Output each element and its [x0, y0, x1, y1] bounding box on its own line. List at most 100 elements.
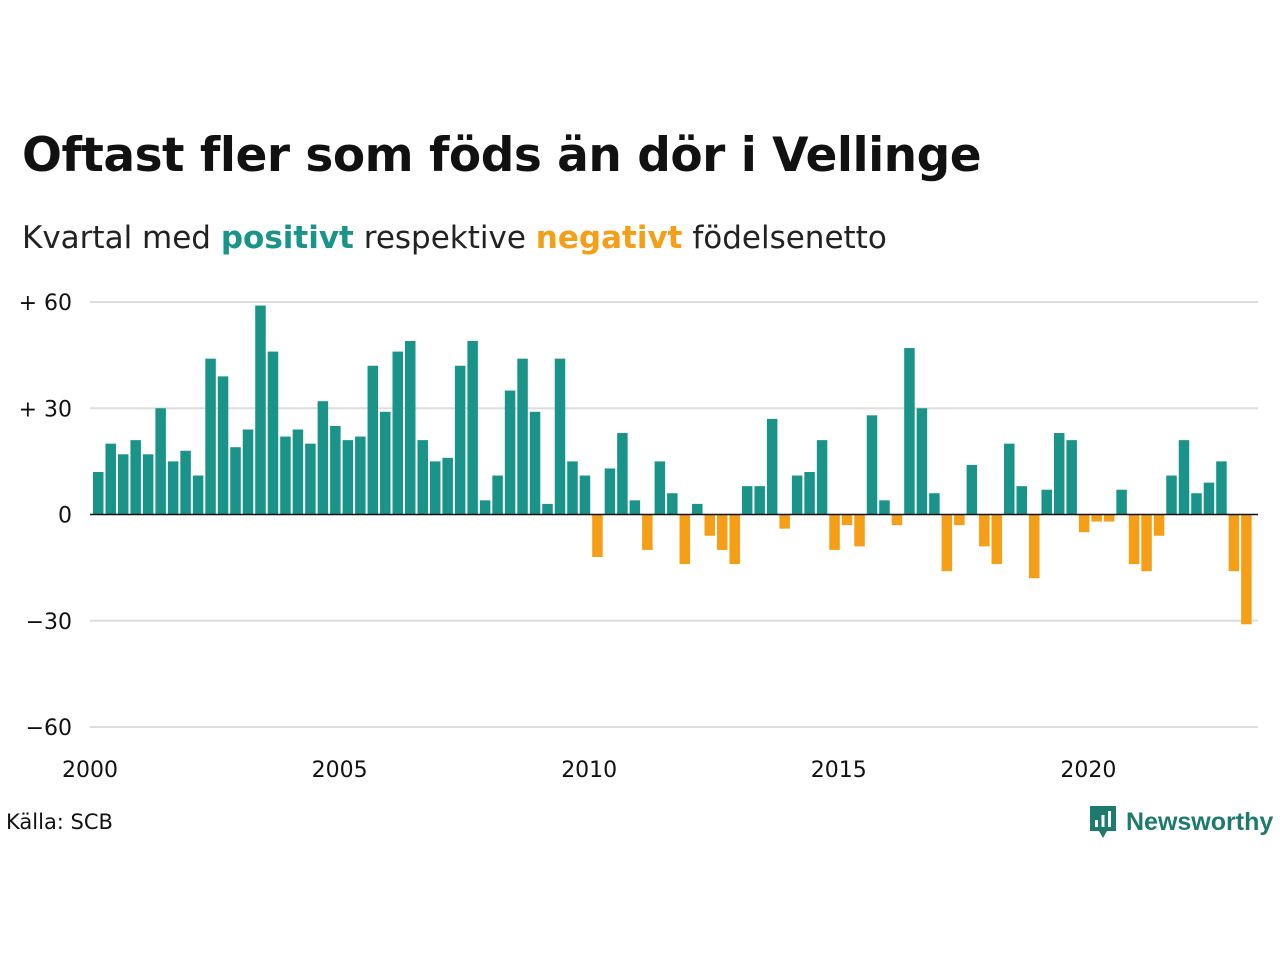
bar: [342, 440, 354, 515]
bar: [1016, 486, 1028, 515]
bar: [592, 514, 603, 557]
subtitle-prefix: Kvartal med: [22, 220, 211, 256]
bar: [167, 461, 179, 515]
bar: [741, 486, 753, 515]
x-tick-label: 2010: [561, 758, 617, 783]
y-tick-label: + 30: [19, 397, 72, 422]
y-tick-label: −30: [26, 610, 72, 635]
bar: [392, 351, 404, 515]
bar: [766, 418, 778, 515]
bar: [330, 425, 341, 515]
bar: [180, 450, 191, 515]
bar: [941, 514, 953, 572]
bar: [991, 514, 1003, 565]
bar: [604, 468, 616, 515]
bar: [442, 457, 453, 515]
y-tick-label: + 60: [19, 291, 72, 316]
bar: [404, 340, 416, 515]
bar: [1241, 514, 1252, 625]
bar: [479, 500, 491, 515]
bar: [1078, 514, 1090, 533]
bar: [617, 433, 628, 515]
bar: [1153, 514, 1165, 536]
subtitle-negative-word: negativt: [535, 220, 683, 256]
bar: [716, 514, 728, 550]
bar: [380, 411, 391, 515]
bar: [1141, 514, 1152, 572]
bar: [667, 493, 678, 515]
subtitle-middle: respektive: [363, 220, 526, 256]
bar: [916, 408, 928, 515]
bar: [1178, 440, 1190, 515]
bar: [966, 464, 978, 515]
y-tick-label: 0: [58, 504, 72, 529]
bar: [1228, 514, 1240, 572]
bar: [879, 500, 890, 515]
bar: [1116, 489, 1127, 515]
bar: [1191, 493, 1202, 515]
subtitle-positive-word: positivt: [220, 220, 354, 256]
bar: [567, 461, 578, 515]
bar: [529, 411, 541, 515]
bar: [791, 475, 803, 515]
bar: [130, 440, 141, 515]
bar: [1028, 514, 1040, 579]
bar: [692, 503, 703, 515]
bar: [779, 514, 790, 529]
bar: [629, 500, 641, 515]
bar: [280, 436, 291, 515]
bar: [217, 376, 229, 515]
bar: [317, 401, 329, 515]
bar: [1103, 514, 1115, 522]
bar: [841, 514, 853, 526]
bar: [155, 408, 166, 515]
bar: [1066, 440, 1077, 515]
bar: [829, 514, 840, 550]
bar: [729, 514, 740, 565]
bar: [654, 461, 666, 515]
bar: [1004, 443, 1015, 515]
bar: [255, 305, 266, 515]
bar: [904, 348, 915, 515]
bar: [1091, 514, 1102, 522]
bar: [754, 486, 765, 515]
brand-logo: Newsworthy: [1088, 802, 1273, 842]
bar-layer: [92, 305, 1252, 625]
bar: [230, 447, 241, 515]
bar: [804, 472, 815, 515]
bar: [1216, 461, 1227, 515]
bar: [979, 514, 990, 547]
bar: [192, 475, 204, 515]
bar: [467, 340, 478, 515]
x-tick-label: 2005: [312, 758, 368, 783]
newsworthy-logo-icon: [1090, 806, 1116, 838]
bar: [929, 493, 940, 515]
subtitle-suffix: födelsenetto: [692, 220, 887, 256]
bar: [267, 351, 279, 515]
bar: [355, 436, 366, 515]
bar: [429, 461, 441, 515]
bar: [1128, 514, 1140, 565]
bar: [854, 514, 865, 547]
bar: [1203, 482, 1215, 515]
bar: [517, 358, 528, 515]
axis-layer: + 60 + 30 0 −30 −60 2000 2005 2010 2015 2020: [19, 291, 1258, 783]
chart-subtitle: Kvartal med positivt respektive negativt…: [22, 220, 887, 256]
bar: [242, 429, 254, 515]
bar: [454, 365, 466, 515]
bar: [679, 514, 691, 565]
bar: [292, 429, 304, 515]
bar: [142, 454, 154, 515]
bar: [891, 514, 903, 526]
bar: [579, 475, 591, 515]
bar: [954, 514, 965, 526]
bar: [554, 358, 566, 515]
bar: [866, 415, 878, 515]
x-tick-label: 2015: [811, 758, 867, 783]
grid-layer: [90, 301, 1258, 728]
bar: [205, 358, 216, 515]
bar: [1053, 433, 1065, 515]
bar: [704, 514, 716, 536]
bar: [367, 365, 379, 515]
bar: [105, 443, 116, 515]
